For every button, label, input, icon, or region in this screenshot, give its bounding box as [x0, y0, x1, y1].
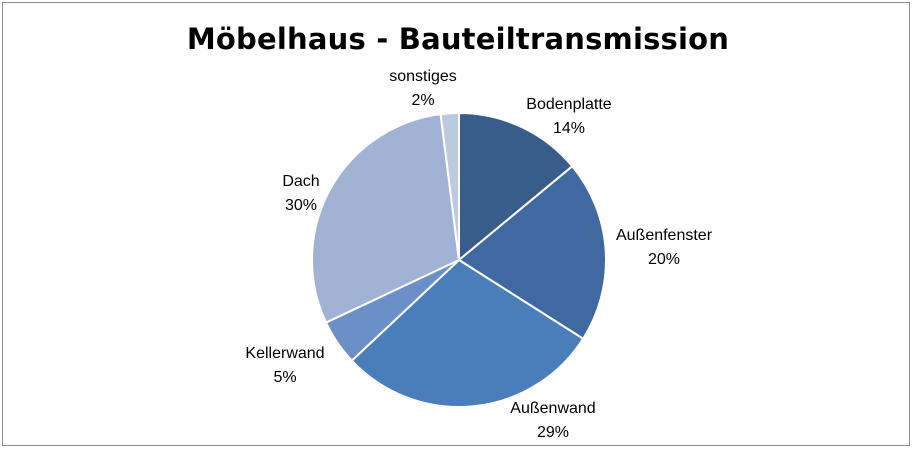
pie-slice-bodenplatte	[458, 112, 574, 261]
pie-slice-dach	[311, 113, 460, 324]
chart-title: Möbelhaus - Bauteiltransmission	[186, 22, 730, 56]
pie-slices	[311, 112, 607, 409]
slice-label-name: Bodenplatte	[526, 96, 612, 113]
pie-slice-sonstiges	[439, 112, 460, 261]
slice-label-percent: 14%	[553, 120, 585, 137]
slice-label-name: Außenfenster	[616, 227, 713, 244]
slice-label-name: Dach	[282, 173, 319, 190]
pie-labels: Bodenplatte 14% Außenfenster 20% Außenwand 29…	[245, 68, 712, 441]
slice-label-name: Außenwand	[510, 400, 595, 417]
pie-slice-außenfenster	[458, 165, 607, 340]
slice-label-percent: 30%	[285, 197, 317, 214]
slice-label-percent: 29%	[537, 424, 569, 441]
slice-label-name: Kellerwand	[245, 345, 324, 362]
slice-label-percent: 2%	[411, 92, 434, 109]
slice-label-percent: 20%	[648, 251, 680, 268]
pie-slice-außenwand	[350, 259, 585, 409]
slice-label-name: sonstiges	[389, 68, 457, 85]
slice-label-percent: 5%	[273, 369, 296, 386]
